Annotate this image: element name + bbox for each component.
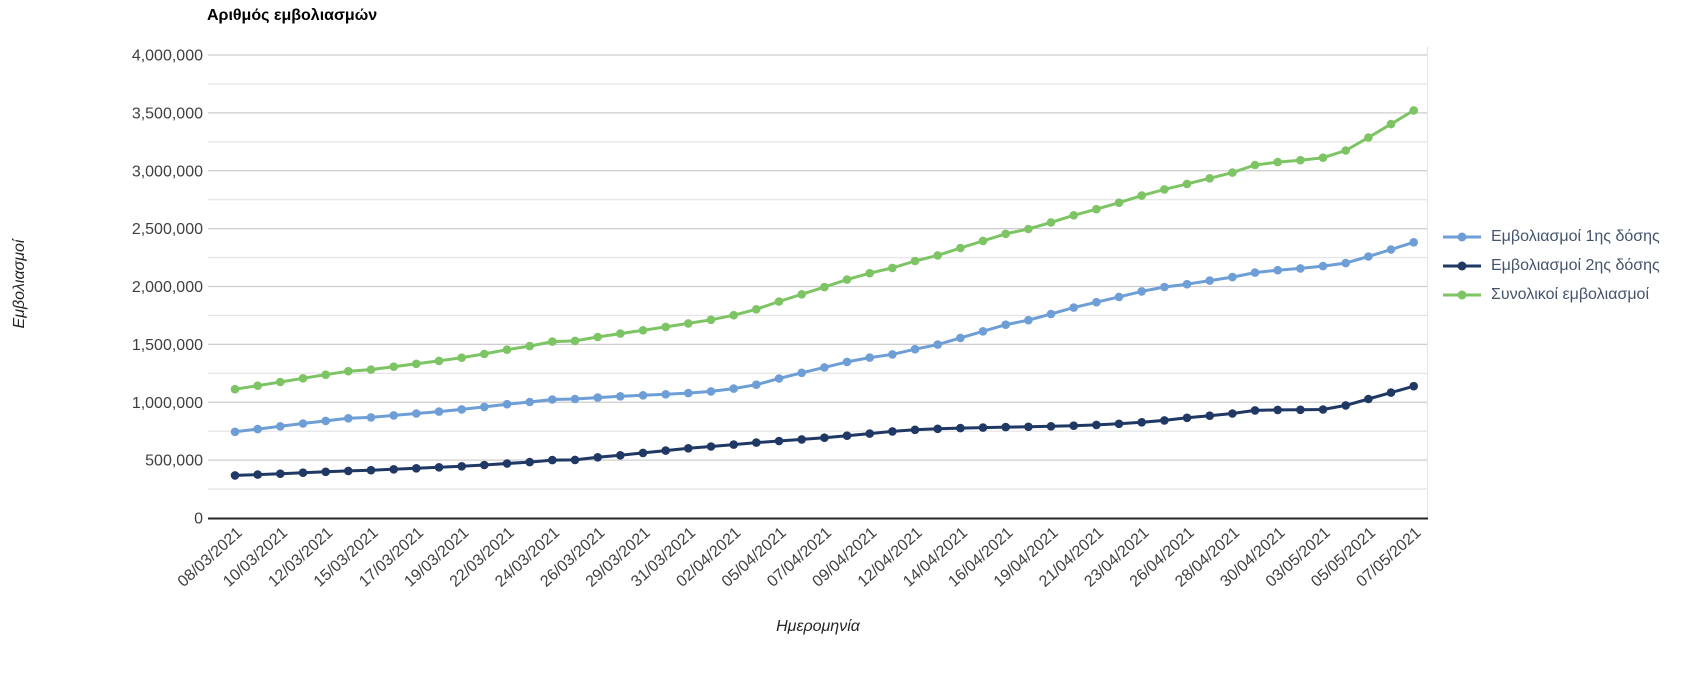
- gridlines: [208, 47, 1429, 518]
- svg-text:3,000,000: 3,000,000: [132, 163, 203, 180]
- legend: Εμβολιασμοί 1ης δόσης Εμβολιασμοί 2ης δό…: [1443, 224, 1681, 311]
- line-dot-marker-icon: [1443, 232, 1481, 242]
- chart-title: Αριθμός εμβολιασμών: [207, 7, 378, 24]
- x-axis-title: Ημερομηνία: [776, 618, 860, 635]
- line-dot-marker-icon: [1443, 290, 1481, 300]
- svg-text:500,000: 500,000: [145, 453, 203, 470]
- svg-text:4,000,000: 4,000,000: [132, 48, 203, 65]
- series-3: [230, 106, 1418, 394]
- legend-label-dose2: Εμβολιασμοί 2ης δόσης: [1491, 257, 1660, 274]
- legend-label-total: Συνολικοί εμβολιασμοί: [1491, 286, 1649, 303]
- legend-item-total: Συνολικοί εμβολιασμοί: [1443, 282, 1681, 307]
- svg-text:2,000,000: 2,000,000: [132, 279, 203, 296]
- line-dot-marker-icon: [1443, 261, 1481, 271]
- svg-text:1,000,000: 1,000,000: [132, 395, 203, 412]
- series-2: [230, 381, 1418, 480]
- legend-item-dose2: Εμβολιασμοί 2ης δόσης: [1443, 253, 1681, 278]
- y-axis-title: Εμβολιασμοί: [11, 239, 28, 329]
- legend-item-dose1: Εμβολιασμοί 1ης δόσης: [1443, 224, 1681, 249]
- svg-text:0: 0: [194, 511, 203, 528]
- x-tick-labels: 08/03/202110/03/202112/03/202115/03/2021…: [175, 524, 1425, 590]
- svg-text:2,500,000: 2,500,000: [132, 221, 203, 238]
- y-tick-labels: 0 500,000 1,000,000 1,500,000 2,000,000 2,500…: [132, 48, 203, 528]
- svg-text:1,500,000: 1,500,000: [132, 337, 203, 354]
- legend-label-dose1: Εμβολιασμοί 1ης δόσης: [1491, 228, 1660, 245]
- svg-text:3,500,000: 3,500,000: [132, 105, 203, 122]
- series-1: [230, 238, 1418, 437]
